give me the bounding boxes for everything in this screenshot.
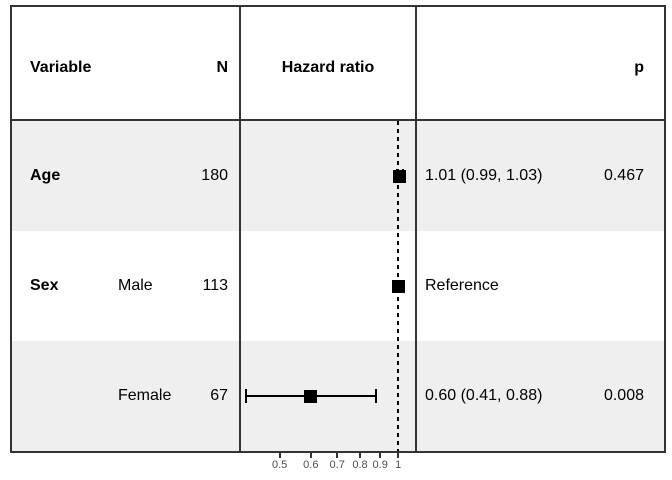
row-sex-male-result-cell: Reference (415, 231, 664, 341)
axis-tick-label: 0.7 (329, 459, 345, 471)
row-sex-male-variable-cell: Sex Male 113 (12, 231, 239, 341)
x-axis: 0.5 0.6 0.7 0.8 0.9 1 (241, 453, 415, 479)
row-age-result-cell: 1.01 (0.99, 1.03) 0.467 (415, 121, 664, 231)
variable-name: Age (30, 166, 61, 184)
p-value: 0.008 (603, 386, 644, 404)
row-sex-male-plot-cell (239, 231, 415, 341)
estimate-value: 0.60 (0.41, 0.88) (425, 386, 543, 404)
axis-tick (309, 453, 312, 458)
axis-tick-label: 1 (395, 459, 402, 471)
estimate-value: Reference (425, 276, 499, 294)
header-cell-hazard-ratio: Hazard ratio (239, 7, 415, 121)
header-variable-label: Variable (30, 58, 92, 76)
header-n-label: N (216, 58, 228, 76)
header-hazard-ratio-label: Hazard ratio (281, 58, 375, 76)
variable-name: Sex (30, 276, 59, 294)
axis-tick (359, 453, 362, 458)
axis-tick (278, 453, 281, 458)
row-sex-female-plot-cell (239, 341, 415, 451)
axis-tick (336, 453, 339, 458)
plot-panel: Variable N Hazard ratio p Age 180 1.01 (… (10, 5, 666, 453)
n-value: 180 (201, 166, 228, 184)
axis-tick-label: 0.6 (303, 459, 319, 471)
axis-tick-label: 0.9 (372, 459, 388, 471)
axis-tick-label: 0.8 (352, 459, 368, 471)
header-cell-variable: Variable N (12, 7, 239, 121)
variable-level: Male (118, 276, 153, 294)
row-sex-female-variable-cell: Female 67 (12, 341, 239, 451)
row-sex-female-result-cell: 0.60 (0.41, 0.88) 0.008 (415, 341, 664, 451)
variable-level: Female (118, 386, 172, 404)
row-age-variable-cell: Age 180 (12, 121, 239, 231)
p-value: 0.467 (603, 166, 644, 184)
header-cell-p: p (415, 7, 664, 121)
row-age-plot-cell (239, 121, 415, 231)
n-value: 113 (202, 276, 228, 294)
n-value: 67 (210, 386, 228, 404)
axis-tick (379, 453, 382, 458)
estimate-value: 1.01 (0.99, 1.03) (425, 166, 543, 184)
axis-tick (397, 453, 400, 458)
header-p-label: p (634, 58, 644, 76)
axis-tick-label: 0.5 (271, 459, 288, 471)
